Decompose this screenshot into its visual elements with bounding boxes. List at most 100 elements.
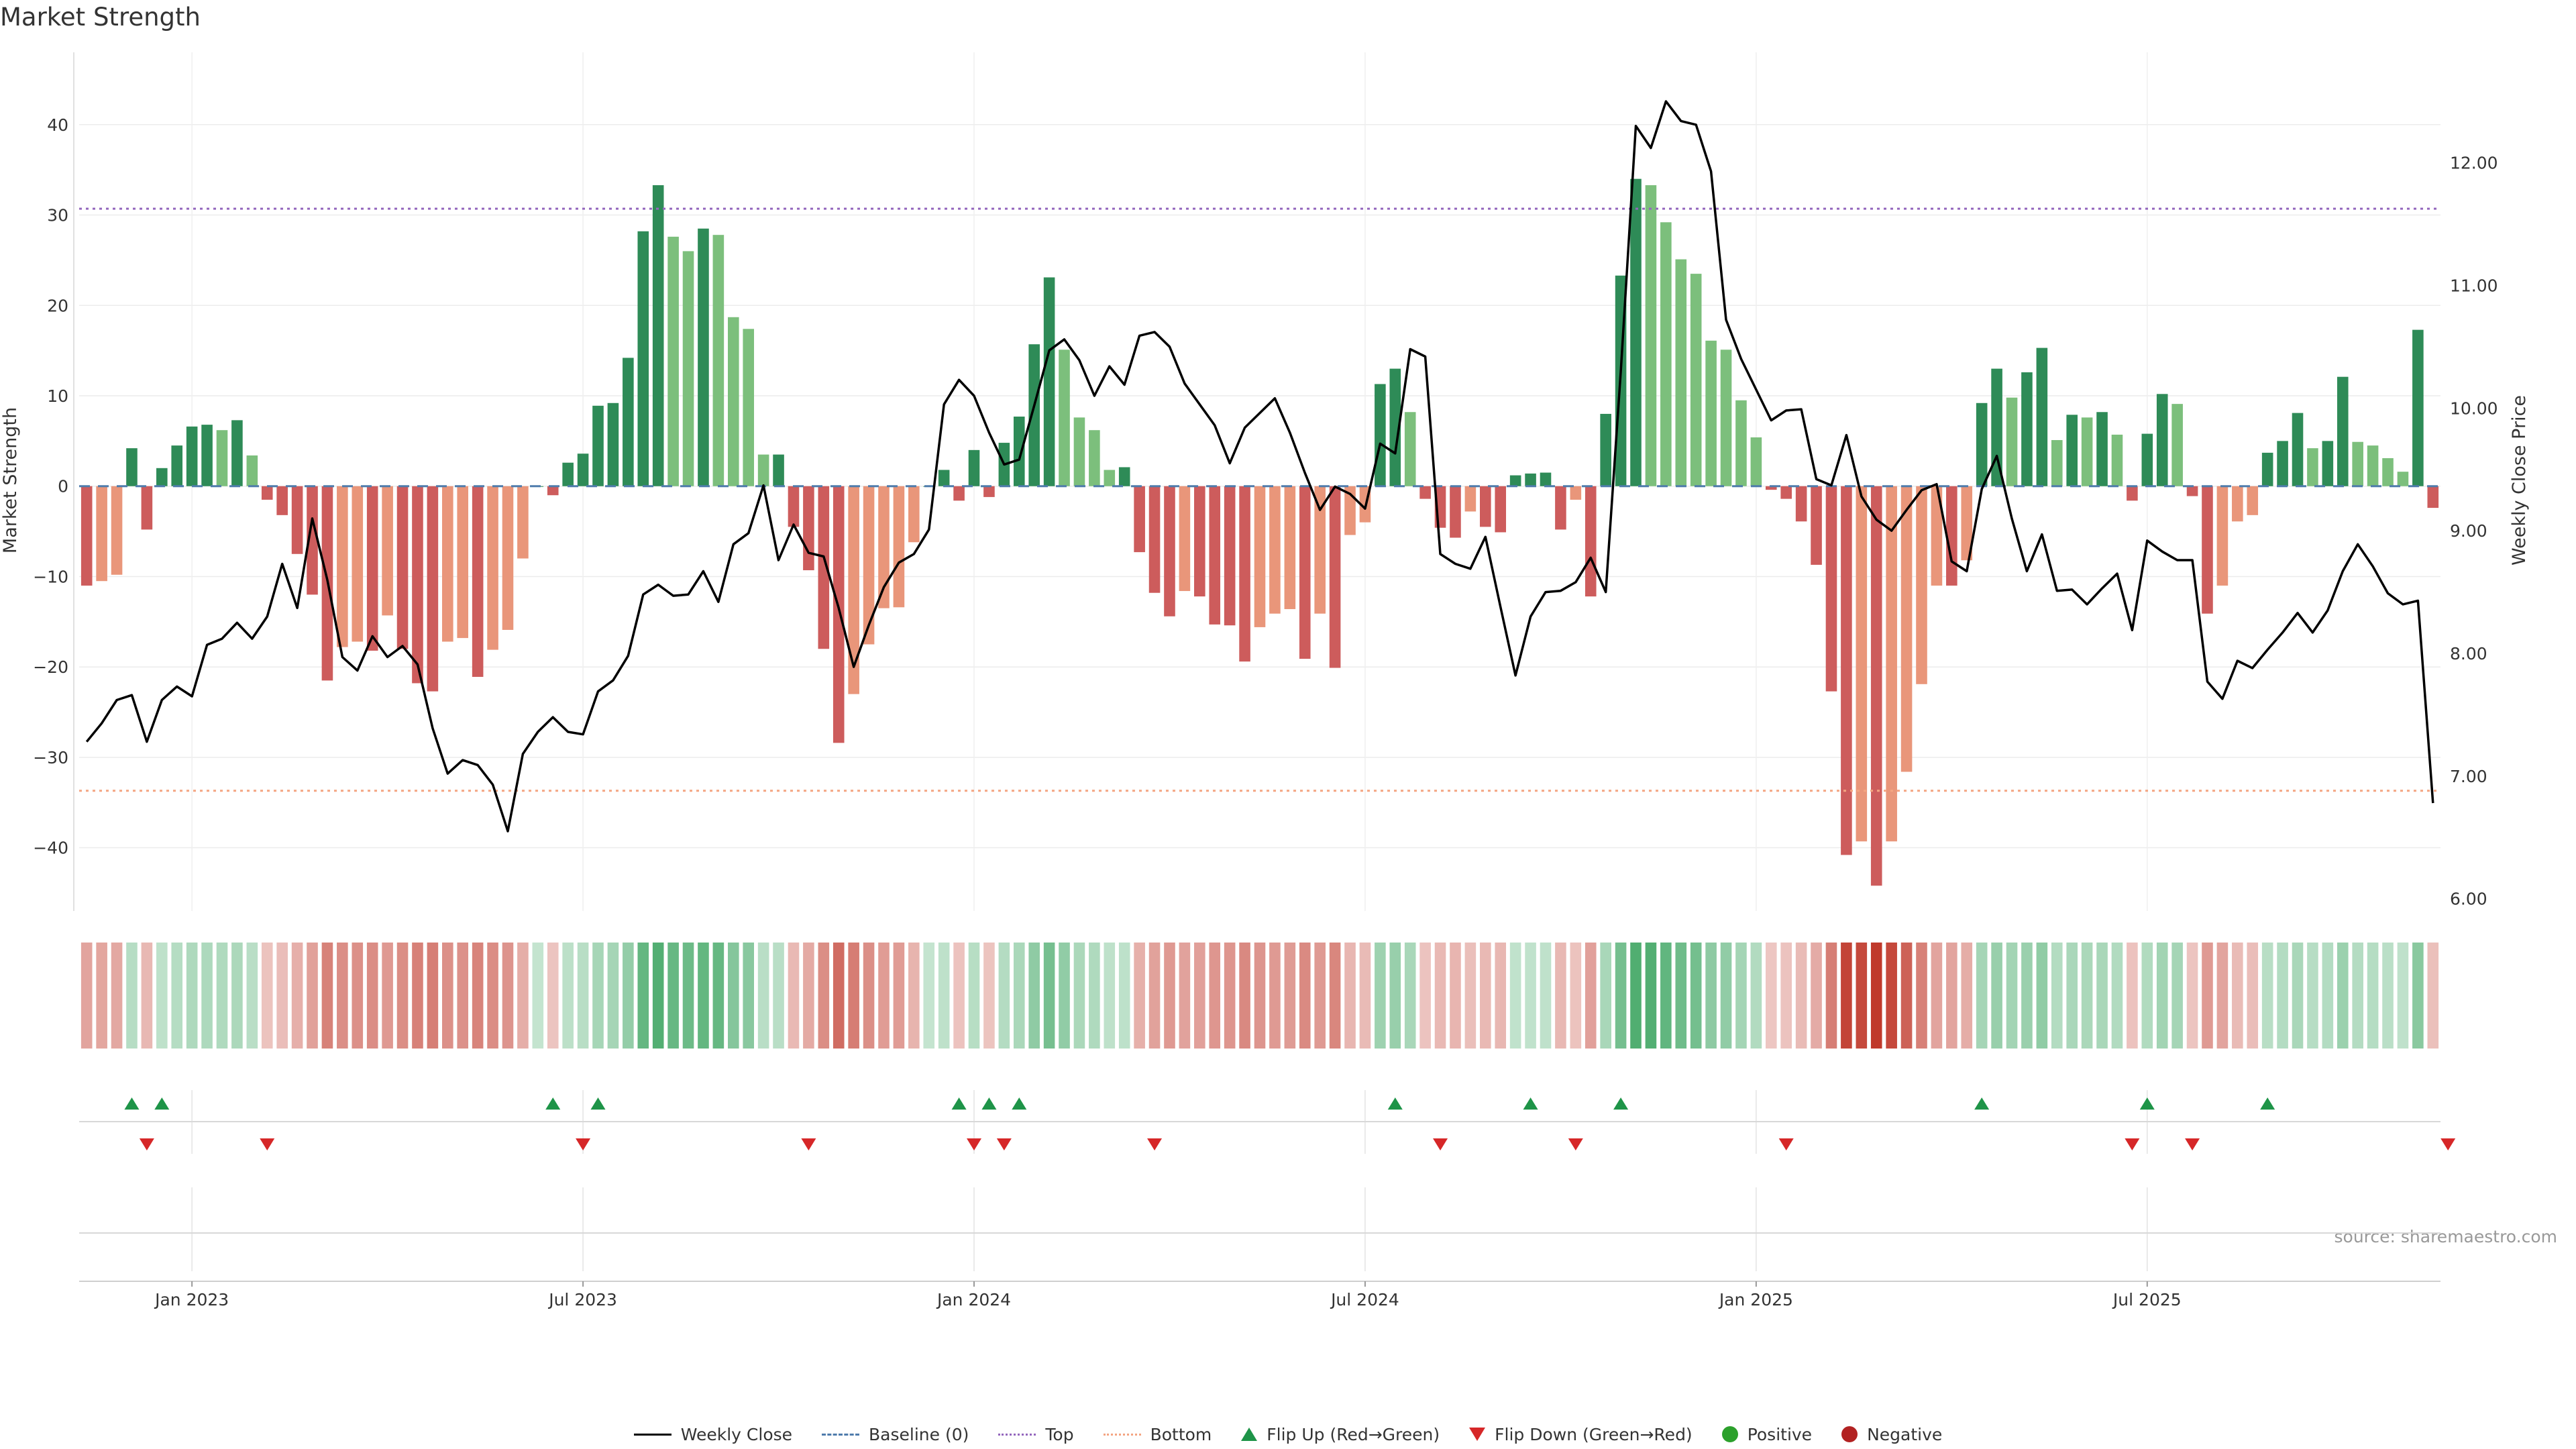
strength-bar	[427, 486, 439, 692]
heatmap-cell	[2232, 943, 2243, 1049]
strength-bar	[1043, 277, 1055, 486]
strength-bar	[1765, 486, 1777, 490]
strength-bar	[186, 426, 198, 486]
legend-flip-down: Flip Down (Green→Red)	[1469, 1425, 1693, 1444]
weekly-close-series	[85, 100, 2434, 833]
strength-bar	[1284, 486, 1296, 609]
strength-bar	[1570, 486, 1582, 500]
strength-bar	[1735, 400, 1747, 486]
heatmap-cell	[80, 943, 93, 1049]
strength-bar	[773, 454, 784, 486]
y-tick-label-right: 7.00	[2450, 767, 2487, 786]
heatmap-cell	[457, 943, 469, 1049]
heatmap-cell	[502, 943, 514, 1049]
flip-up-marker	[1523, 1097, 1538, 1110]
heatmap-cell	[1765, 943, 1777, 1049]
heatmap-cell	[2006, 943, 2018, 1049]
weekly-close-line	[85, 100, 2434, 833]
flip-up-marker	[2139, 1097, 2155, 1110]
strength-bar	[1059, 350, 1070, 486]
heatmap-cell	[803, 943, 814, 1049]
y-tick-label-left: −40	[33, 839, 68, 858]
flip-down-marker	[1433, 1138, 1448, 1150]
x-tick-label: Jan 2025	[1718, 1290, 1793, 1309]
strength-bar	[1555, 486, 1566, 530]
flip-down-marker	[139, 1138, 154, 1150]
heatmap-cell	[773, 943, 784, 1049]
strength-bar	[1961, 486, 1973, 561]
strength-bar	[2021, 372, 2033, 486]
strength-bar	[833, 486, 845, 743]
heatmap-cell	[487, 943, 498, 1049]
strength-bar	[1946, 486, 1957, 586]
heatmap-cell	[1841, 943, 1852, 1049]
heatmap-cell	[291, 943, 303, 1049]
heatmap-cell	[923, 943, 935, 1049]
strength-bar	[908, 486, 920, 543]
strength-bar	[1540, 472, 1552, 486]
strength-bar	[893, 486, 905, 608]
heatmap-cell	[382, 943, 393, 1049]
heatmap-cell	[156, 943, 168, 1049]
heatmap-cell	[1870, 943, 1882, 1049]
strength-bar	[156, 468, 168, 486]
heatmap-cell	[1148, 943, 1161, 1049]
strength-bar	[457, 486, 469, 639]
heatmap-cell	[1720, 943, 1732, 1049]
strength-bar	[1811, 486, 1822, 565]
strength-bar	[1148, 486, 1161, 593]
strength-bar	[2066, 415, 2078, 486]
heatmap-cell	[893, 943, 905, 1049]
strength-bar	[126, 448, 138, 486]
heatmap-cell	[2171, 943, 2183, 1049]
heatmap-cell	[2202, 943, 2213, 1049]
y-tick-label-right: 8.00	[2450, 644, 2487, 663]
strength-bar	[96, 486, 107, 582]
strength-bar	[1870, 486, 1882, 886]
heatmap-cell	[2307, 943, 2318, 1049]
heatmap-cell	[1043, 943, 1055, 1049]
heatmap-cell	[1073, 943, 1085, 1049]
flip-down-marker	[996, 1138, 1012, 1150]
heatmap-cell	[2292, 943, 2304, 1049]
strength-bar	[2367, 445, 2379, 486]
strength-bar	[1525, 473, 1536, 486]
legend-bottom: Bottom	[1103, 1425, 1212, 1444]
strength-bar	[2051, 440, 2063, 486]
legend-weekly-close: Weekly Close	[633, 1425, 792, 1444]
strength-bar	[1464, 486, 1477, 512]
heatmap-cell	[2352, 943, 2363, 1049]
strength-bar	[788, 486, 800, 527]
heatmap-cell	[1104, 943, 1116, 1049]
strength-bar	[307, 486, 318, 595]
heatmap-cell	[1946, 943, 1957, 1049]
heatmap-cell	[2186, 943, 2198, 1049]
strength-bar	[1795, 486, 1807, 522]
heatmap-cell	[968, 943, 980, 1049]
heatmap-cell	[1961, 943, 1973, 1049]
heatmap-cell	[126, 943, 138, 1049]
heatmap-cell	[1314, 943, 1326, 1049]
strength-bar	[171, 445, 183, 486]
y-tick-label-left: −20	[33, 657, 68, 677]
heatmap-cell	[1795, 943, 1807, 1049]
flip-up-marker	[1012, 1097, 1027, 1110]
strength-bar	[1600, 413, 1611, 486]
strength-bar	[1645, 185, 1657, 486]
heatmap-cell	[366, 943, 378, 1049]
strength-bar	[231, 420, 243, 486]
y-tick-label-left: −10	[33, 567, 68, 586]
heatmap-cell	[1224, 943, 1236, 1049]
heatmap-cell	[2367, 943, 2379, 1049]
strength-bar	[472, 486, 484, 678]
heatmap-cell	[1825, 943, 1837, 1049]
strength-bar	[1179, 486, 1191, 592]
flip-up-marker	[1974, 1097, 1990, 1110]
flip-down-marker	[576, 1138, 591, 1150]
strength-bar	[2337, 376, 2349, 486]
legend-positive: Positive	[1721, 1425, 1812, 1444]
strength-bar	[1660, 222, 1672, 486]
strength-bar	[968, 449, 980, 486]
strength-bar	[1269, 486, 1281, 614]
heatmap-cell	[1450, 943, 1461, 1049]
